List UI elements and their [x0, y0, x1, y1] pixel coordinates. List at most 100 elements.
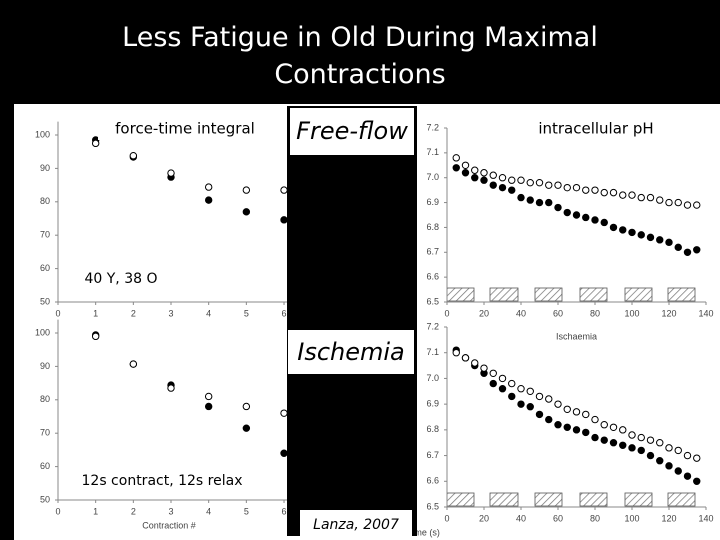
data-point — [91, 332, 100, 341]
data-point — [480, 364, 488, 372]
data-point — [535, 410, 544, 419]
data-point — [242, 424, 251, 432]
data-point — [619, 441, 627, 449]
data-point — [526, 196, 534, 204]
y-tick-label: 90 — [40, 361, 50, 371]
x-tick-label: 80 — [590, 513, 600, 523]
data-point — [591, 415, 599, 424]
data-point — [242, 186, 251, 194]
data-point — [609, 223, 618, 232]
x-tick-label: 6 — [282, 308, 287, 318]
data-point — [204, 402, 213, 411]
x-tick-label: 60 — [553, 308, 563, 318]
data-point — [683, 201, 692, 209]
x-tick-label: 5 — [244, 506, 249, 516]
y-tick-label: 6.7 — [426, 450, 439, 460]
data-point — [600, 421, 608, 429]
data-point — [517, 193, 525, 202]
data-point — [526, 387, 534, 395]
x-tick-label: 5 — [244, 308, 249, 318]
protocol-label: 12s contract, 12s relax — [82, 473, 243, 489]
data-point — [280, 216, 288, 224]
data-point — [489, 379, 497, 388]
data-point — [646, 436, 655, 444]
y-tick-label: 7.2 — [426, 321, 439, 331]
data-point — [508, 176, 516, 184]
data-point — [693, 201, 701, 209]
data-point — [572, 426, 581, 434]
y-tick-label: 7.1 — [426, 347, 439, 357]
data-point — [665, 462, 673, 470]
x-tick-label: 80 — [590, 308, 600, 318]
data-point — [489, 181, 497, 189]
x-tick-label: 0 — [55, 308, 60, 318]
data-point — [554, 181, 562, 189]
free-flow-label: Free-flow — [296, 117, 408, 145]
data-point — [204, 392, 213, 401]
data-point — [242, 402, 251, 411]
data-point — [545, 198, 553, 207]
data-point — [656, 196, 664, 204]
subjects-label: 40 Y, 38 O — [84, 271, 157, 287]
x-tick-label: 4 — [206, 308, 211, 318]
data-point — [535, 392, 544, 401]
data-point — [572, 408, 581, 416]
data-point — [452, 154, 460, 162]
label-box — [86, 268, 156, 290]
data-point — [637, 433, 645, 442]
y-tick-label: 90 — [40, 163, 50, 173]
x-tick-label: 60 — [553, 513, 563, 523]
x-axis-label: Contraction # — [142, 520, 196, 530]
data-point — [545, 181, 553, 189]
black-column — [287, 106, 417, 536]
data-point — [693, 454, 701, 462]
x-tick-label: 2 — [131, 506, 136, 516]
x-tick-label: 120 — [661, 513, 676, 523]
x-tick-label: 6 — [282, 506, 287, 516]
y-tick-label: 7.2 — [426, 122, 439, 132]
label-box — [288, 330, 414, 374]
data-point — [646, 193, 655, 202]
data-point — [280, 409, 288, 417]
data-point — [471, 359, 479, 367]
label-box — [98, 118, 273, 140]
y-tick-label: 6.9 — [426, 197, 439, 207]
data-point — [563, 208, 571, 217]
data-point — [637, 231, 645, 239]
citation: Lanza, 2007 — [313, 517, 399, 533]
data-point — [508, 379, 516, 388]
data-point — [591, 433, 599, 442]
data-point — [591, 186, 599, 194]
x-tick-label: 4 — [206, 506, 211, 516]
data-point — [591, 216, 599, 224]
data-point — [665, 198, 673, 207]
data-point — [498, 374, 507, 383]
data-point — [167, 384, 175, 392]
x-tick-label: 3 — [169, 506, 174, 516]
data-point — [572, 211, 581, 219]
data-point — [582, 410, 590, 419]
x-tick-label: 0 — [444, 308, 449, 318]
data-point — [204, 183, 213, 191]
data-point — [628, 228, 636, 237]
data-point — [489, 369, 497, 377]
x-tick-label: 120 — [661, 308, 676, 318]
data-point — [535, 178, 544, 187]
data-point — [498, 385, 507, 393]
ph-label: intracellular pH — [538, 120, 653, 138]
y-tick-label: 60 — [40, 263, 50, 273]
data-point — [600, 218, 608, 227]
data-point — [628, 431, 636, 439]
y-tick-label: 100 — [35, 327, 50, 337]
data-point — [545, 415, 553, 424]
y-tick-label: 6.6 — [426, 272, 439, 282]
x-tick-label: 100 — [624, 513, 639, 523]
y-tick-label: 6.8 — [426, 424, 439, 434]
data-point — [693, 246, 701, 254]
data-point — [167, 169, 175, 177]
data-point — [563, 423, 571, 431]
data-point — [619, 426, 627, 434]
data-point — [498, 174, 507, 182]
x-tick-label: 0 — [55, 506, 60, 516]
